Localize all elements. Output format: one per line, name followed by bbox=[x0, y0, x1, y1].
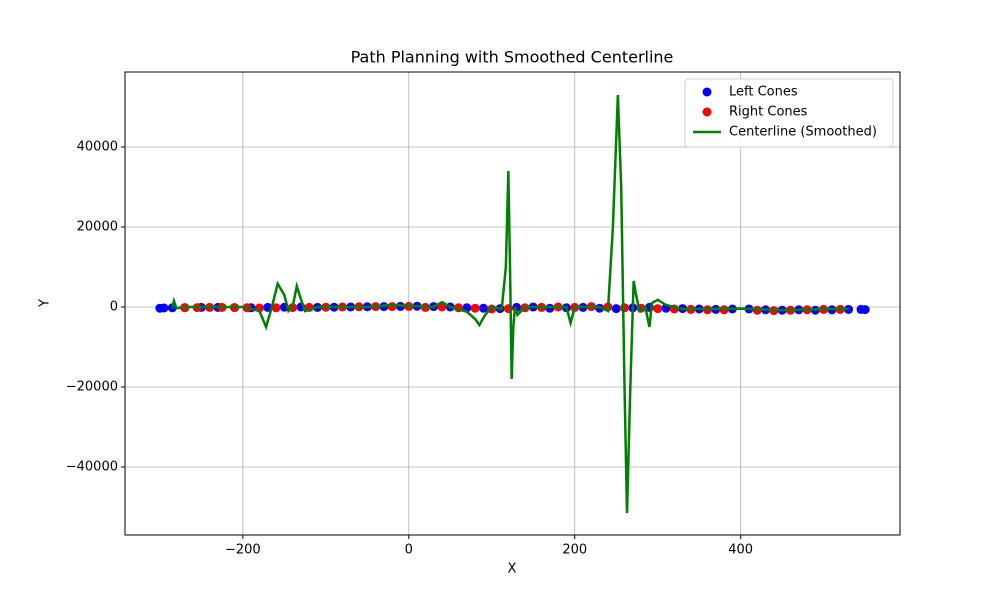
x-axis-label: X bbox=[508, 562, 517, 577]
x-tick-label: −200 bbox=[225, 543, 261, 558]
centerline bbox=[171, 94, 849, 514]
y-tick-label: 40000 bbox=[77, 140, 118, 155]
y-tick-label: 0 bbox=[110, 300, 118, 315]
cone-point bbox=[860, 305, 870, 315]
legend-marker bbox=[702, 87, 712, 97]
legend-label: Right Cones bbox=[729, 105, 808, 120]
y-axis-label: Y bbox=[38, 299, 53, 308]
legend-label: Left Cones bbox=[729, 85, 798, 100]
cone-point bbox=[620, 303, 630, 313]
cone-point bbox=[271, 303, 281, 313]
legend-marker bbox=[702, 107, 712, 117]
x-tick-label: 0 bbox=[405, 543, 413, 558]
chart-title: Path Planning with Smoothed Centerline bbox=[351, 48, 674, 67]
x-tick-label: 400 bbox=[728, 543, 753, 558]
y-tick-label: −40000 bbox=[66, 460, 118, 475]
legend-box bbox=[684, 78, 894, 148]
cone-point bbox=[611, 304, 621, 314]
y-tick-label: 20000 bbox=[77, 220, 118, 235]
cone-point bbox=[159, 303, 169, 313]
legend-label: Centerline (Smoothed) bbox=[729, 125, 877, 140]
cone-point bbox=[470, 303, 480, 313]
y-tick-label: −20000 bbox=[66, 380, 118, 395]
x-tick-label: 200 bbox=[562, 543, 587, 558]
plot-frame bbox=[124, 71, 901, 536]
cone-point bbox=[478, 303, 488, 313]
cone-point bbox=[653, 304, 663, 314]
cone-point bbox=[387, 302, 397, 312]
